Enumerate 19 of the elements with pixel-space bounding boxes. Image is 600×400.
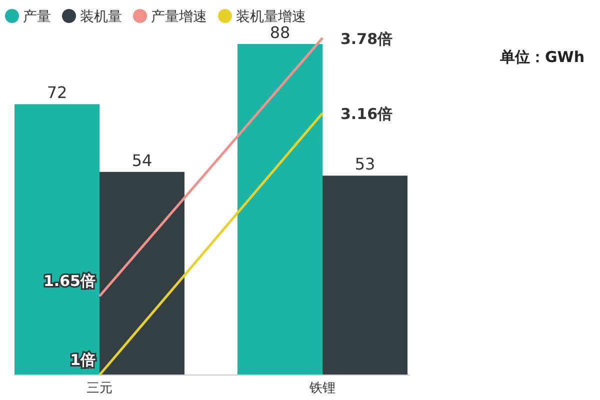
x-tick-label: 三元 — [86, 381, 112, 396]
data-label: 1.65倍 — [43, 272, 96, 290]
legend-label: 产量 — [23, 9, 51, 25]
data-label: 53 — [354, 154, 376, 174]
x-tick-label: 铁锂 — [308, 381, 336, 396]
data-label: 72 — [46, 83, 68, 102]
bar — [14, 104, 100, 375]
bar — [238, 44, 322, 375]
bar — [100, 172, 184, 375]
data-label: 88 — [270, 23, 290, 42]
data-label: 1倍 — [70, 351, 96, 369]
data-label: 54 — [132, 150, 152, 170]
data-label: 3.78倍 — [340, 30, 393, 48]
legend-label: 装机量 — [80, 9, 122, 25]
bar — [322, 176, 408, 375]
legend-label: 装机量增速 — [236, 9, 306, 25]
legend-label: 产量增速 — [151, 9, 207, 25]
data-label: 3.16倍 — [340, 105, 393, 124]
text: 单位：GWh — [499, 48, 585, 66]
